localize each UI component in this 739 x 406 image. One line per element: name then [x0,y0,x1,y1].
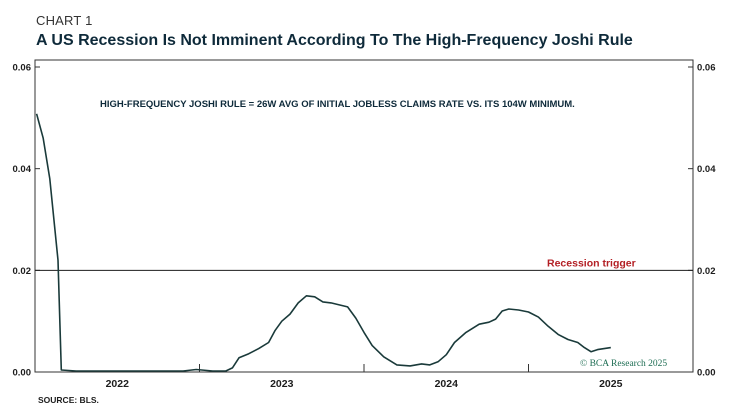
x-tick-label: 2024 [435,378,459,390]
joshi-rule-series-line [35,113,611,372]
x-tick-label: 2025 [599,378,623,390]
y-tick-label-right: 0.00 [697,368,716,379]
x-tick-label: 2022 [106,378,130,390]
bca-watermark: © BCA Research 2025 [580,358,667,369]
source-note: SOURCE: BLS. [38,395,99,405]
y-tick-label-right: 0.06 [697,63,716,74]
x-tick-label: 2023 [270,378,294,390]
chart-number-label: CHART 1 [36,13,93,28]
y-tick-label-left: 0.06 [13,63,32,74]
y-axis-right: 0.00 0.02 0.04 0.06 [688,63,716,379]
y-tick-label-left: 0.00 [13,368,32,379]
x-axis: 2022 2023 2024 2025 [34,364,623,390]
y-tick-label-left: 0.02 [13,266,32,277]
y-axis-left: 0.00 0.02 0.04 0.06 [13,63,40,379]
definition-annotation: HIGH-FREQUENCY JOSHI RULE = 26W AVG OF I… [100,99,575,110]
chart-title: A US Recession Is Not Imminent According… [36,32,633,49]
y-tick-label-right: 0.02 [697,266,716,277]
y-tick-label-left: 0.04 [13,164,32,175]
y-tick-label-right: 0.04 [697,164,716,175]
recession-trigger-label: Recession trigger [547,257,636,269]
